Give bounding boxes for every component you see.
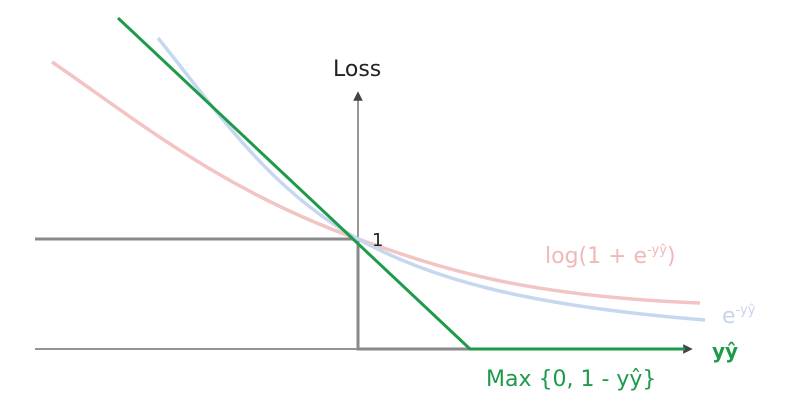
logistic-label: log(1 + e-yŷ) (545, 243, 676, 269)
logistic-exponent: -yŷ (647, 243, 667, 258)
one-label: 1 (372, 230, 383, 251)
exponential-exponent: -yŷ (736, 303, 756, 318)
hinge-curve (116, 16, 685, 351)
exponential-label: e-yŷ (722, 303, 756, 329)
y-axis-label: Loss (333, 57, 381, 82)
hinge-label: Max {0, 1 - yŷ} (486, 367, 656, 392)
exponential-curve (156, 36, 706, 322)
logistic-close: ) (667, 244, 676, 269)
x-axis-label: yŷ (712, 339, 738, 363)
exponential-base: e (722, 304, 736, 329)
logistic-base: log(1 + e (545, 244, 647, 269)
zero-one-loss (35, 237, 470, 351)
